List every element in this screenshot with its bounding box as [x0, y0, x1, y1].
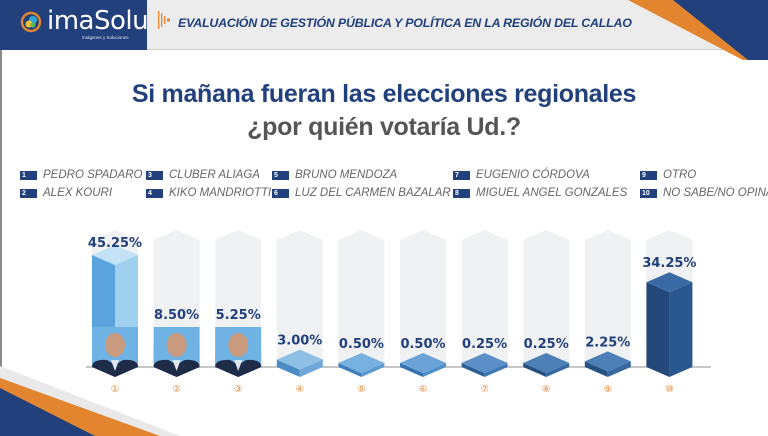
header-title: EVALUACIÓN DE GESTIÓN PÚBLICA Y POLÍTICA…	[178, 16, 632, 30]
data-label: 5.25%	[216, 308, 261, 323]
bar-right-face	[546, 363, 570, 377]
legend-badge: 2	[20, 188, 37, 198]
candidate-face	[166, 333, 187, 357]
header-bar: imaSolu Imágenes y Soluciones EVALUACIÓN…	[0, 0, 768, 50]
ghost-column	[276, 230, 323, 367]
bar-top-face	[92, 245, 138, 265]
legend-badge: 9	[640, 170, 657, 180]
candidate-face	[105, 333, 125, 357]
ghost-column	[338, 230, 385, 367]
x-tick-label: ⑧	[542, 384, 551, 395]
legend-item: 10 NO SABE/NO OPINA	[640, 186, 768, 200]
legend-badge: 7	[453, 170, 470, 180]
legend-item: 4 KIKO MANDRIOTTI	[146, 186, 271, 200]
bar-right-face	[423, 363, 446, 377]
legend-item: 8 MIGUEL ANGEL GONZALES	[453, 186, 627, 200]
x-tick-label: ⑩	[665, 384, 674, 395]
legend-label: BRUNO MENDOZA	[295, 169, 398, 181]
data-label: 3.00%	[277, 334, 322, 349]
legend-badge: 8	[453, 188, 470, 198]
bar-top-face	[338, 353, 385, 373]
bar-top-face	[400, 353, 446, 373]
legend-label: MIGUEL ANGEL GONZALES	[476, 187, 628, 199]
x-tick-label: ⑤	[357, 384, 366, 395]
bar-left-face	[400, 363, 423, 377]
x-tick-label: ③	[234, 384, 243, 395]
candidate-face	[228, 333, 249, 357]
x-tick-label: ⑥	[419, 384, 428, 395]
data-label: 0.50%	[339, 337, 384, 352]
candidate-shirt	[234, 360, 243, 371]
legend-item: 1 PEDRO SPADARO	[20, 168, 142, 182]
data-label: 0.25%	[524, 337, 569, 352]
legend-label: EUGENIO CÓRDOVA	[476, 169, 590, 181]
bar-top-face	[584, 351, 631, 372]
data-label: 2.25%	[585, 335, 630, 350]
legend-item: 2 ALEX KOURI	[20, 186, 112, 200]
legend-item: 3 CLUBER ALIAGA	[146, 168, 260, 182]
bar-left-face	[338, 363, 362, 377]
bar-right-face	[299, 359, 323, 377]
data-label: 34.25%	[642, 256, 696, 271]
bar-right-face	[607, 361, 631, 377]
data-label: 0.25%	[462, 337, 507, 352]
bar-left-face	[523, 363, 547, 377]
data-label: 8.50%	[154, 308, 199, 323]
legend-label: CLUBER ALIAGA	[169, 169, 260, 181]
legend-label: ALEX KOURI	[43, 187, 113, 199]
chart-baseline	[86, 366, 711, 368]
bar-right-face	[484, 363, 508, 377]
logo-subtitle: Imágenes y Soluciones	[82, 35, 129, 40]
bar-top-face	[276, 349, 323, 370]
bar-top-face	[523, 353, 570, 373]
sound-wave-icon	[158, 11, 170, 29]
x-tick-label: ②	[172, 384, 181, 395]
legend-item: 5 BRUNO MENDOZA	[272, 168, 397, 182]
candidate-shirt	[172, 360, 181, 371]
logo-mark-icon	[20, 11, 42, 33]
bar-left-face	[646, 282, 670, 377]
legend-badge: 1	[20, 170, 37, 180]
bar-top-face	[646, 272, 693, 293]
chart-title: Si mañana fueran las elecciones regional…	[131, 80, 637, 108]
x-tick-label: ④	[296, 384, 305, 395]
legend-badge: 6	[272, 188, 289, 198]
corner-decoration-bottom-left	[0, 366, 180, 436]
x-tick-label: ①	[111, 384, 120, 395]
logo: imaSolu Imágenes y Soluciones	[0, 0, 149, 50]
ghost-column	[523, 230, 570, 367]
legend-label: NO SABE/NO OPINA	[663, 187, 768, 199]
legend-badge: 3	[146, 170, 163, 180]
x-tick-label: ⑦	[480, 384, 489, 395]
x-tick-label: ⑨	[604, 384, 613, 395]
bar-left-face	[461, 363, 485, 377]
ghost-column	[584, 230, 631, 367]
legend-label: OTRO	[663, 169, 697, 181]
ghost-column	[461, 230, 508, 367]
bar-right-face	[361, 363, 385, 377]
bar-left-face	[584, 361, 608, 377]
legend-label: PEDRO SPADARO	[43, 169, 143, 181]
legend-item: 7 EUGENIO CÓRDOVA	[453, 168, 590, 182]
bar-left-face	[276, 359, 300, 377]
legend-badge: 4	[146, 188, 163, 198]
legend-item: 6 LUZ DEL CARMEN BAZALAR	[272, 186, 451, 200]
candidate-shirt	[111, 360, 119, 371]
legend-item: 9 OTRO	[640, 168, 696, 182]
ghost-column	[400, 230, 446, 367]
chart-subtitle: ¿por quién votaría Ud.?	[247, 113, 521, 141]
logo-text: imaSolu	[47, 6, 149, 36]
bar-top-face	[461, 353, 508, 373]
legend-label: LUZ DEL CARMEN BAZALAR	[295, 187, 451, 199]
data-label: 45.25%	[88, 236, 142, 251]
bar-right-face	[669, 282, 693, 377]
corner-accent-top-right	[628, 0, 768, 60]
legend-badge: 5	[272, 170, 289, 180]
legend-badge: 10	[640, 188, 657, 198]
legend: 1 PEDRO SPADARO 2 ALEX KOURI 3 CLUBER ALIAG…	[20, 168, 768, 208]
data-label: 0.50%	[400, 337, 445, 352]
legend-label: KIKO MANDRIOTTI	[169, 187, 272, 199]
